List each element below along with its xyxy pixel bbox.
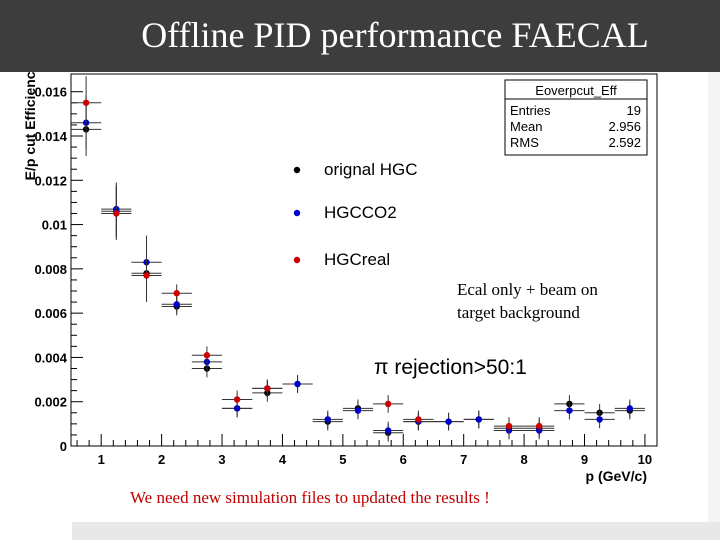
- stats-box-name: Eoverpcut_Eff: [535, 83, 617, 98]
- data-point: [354, 407, 362, 414]
- data-point: [626, 405, 634, 412]
- y-tick-label: 0.008: [34, 262, 67, 277]
- data-point: [505, 422, 513, 430]
- y-tick-label: 0.016: [34, 85, 67, 100]
- x-tick-label: 10: [638, 452, 652, 467]
- data-point: [82, 99, 90, 106]
- data-point: [415, 416, 422, 423]
- background-note: Ecal only + beam on target background: [457, 280, 598, 322]
- data-point: [566, 407, 573, 414]
- stats-box-frame: [504, 79, 648, 156]
- data-point: [294, 380, 301, 388]
- data-point: [324, 416, 331, 423]
- plot-frame: [70, 73, 658, 447]
- data-point: [203, 352, 211, 359]
- y-tick-label: 0.01: [42, 218, 67, 233]
- y-tick-label: 0: [60, 439, 67, 454]
- data-point: [535, 422, 543, 430]
- x-tick-label: 6: [400, 452, 407, 467]
- stats-value: 19: [627, 103, 641, 118]
- stats-value: 2.592: [608, 135, 641, 150]
- x-tick-label: 8: [520, 452, 527, 467]
- legend-label: HGCCO2: [324, 203, 397, 222]
- x-axis-label: p (GeV/c): [586, 468, 647, 484]
- data-point: [264, 385, 271, 392]
- efficiency-chart: 0 0.002 0.004 0.006 0.008 0.01 0.012 0.014 0.016…: [22, 72, 658, 484]
- data-point: [143, 272, 150, 279]
- right-margin-strip: [708, 72, 720, 522]
- x-tick-label: 1: [98, 452, 105, 467]
- stats-box: Eoverpcut_Eff Entries 19 Mean 2.956 RMS 2.592: [504, 79, 648, 156]
- data-point: [445, 418, 452, 425]
- y-tick-label: 0.006: [34, 306, 67, 321]
- footer-strip: [72, 522, 720, 540]
- x-tick-label: 7: [460, 452, 467, 467]
- x-tick-label: 3: [218, 452, 225, 467]
- stats-label: Entries: [510, 103, 551, 118]
- update-note: We need new simulation files to updated …: [130, 488, 490, 507]
- series-hgcreal: [71, 76, 555, 435]
- x-tick-label: 2: [158, 452, 165, 467]
- y-tick-label: 0.012: [34, 173, 67, 188]
- data-point: [113, 210, 120, 217]
- legend-marker: [293, 166, 301, 174]
- data-point: [596, 416, 603, 423]
- title-bar: Offline PID performance FAECAL: [0, 0, 720, 72]
- x-tick-label: 5: [339, 452, 346, 467]
- y-axis-label: E/p cut Efficiency: [22, 72, 38, 180]
- legend-label: orignal HGC: [324, 160, 418, 179]
- stats-value: 2.956: [608, 119, 641, 134]
- rejection-note: π rejection>50:1: [374, 356, 527, 379]
- legend-marker: [293, 256, 301, 264]
- y-tick-label: 0.014: [34, 129, 67, 144]
- slide-title: Offline PID performance FAECAL: [141, 15, 649, 55]
- data-point: [233, 396, 241, 403]
- stats-label: Mean: [510, 119, 543, 134]
- data-point: [384, 427, 392, 434]
- stats-label: RMS: [510, 135, 539, 150]
- data-point: [173, 290, 180, 297]
- y-tick-label: 0.004: [34, 350, 67, 365]
- legend: orignal HGC HGCCO2 HGCreal: [293, 160, 418, 269]
- data-point: [384, 400, 392, 408]
- y-tick-label: 0.002: [34, 395, 67, 410]
- x-tick-label: 4: [279, 452, 287, 467]
- legend-marker: [293, 209, 301, 217]
- data-point: [475, 416, 482, 423]
- data-point: [173, 301, 180, 308]
- legend-label: HGCreal: [324, 250, 390, 269]
- x-tick-label: 9: [581, 452, 588, 467]
